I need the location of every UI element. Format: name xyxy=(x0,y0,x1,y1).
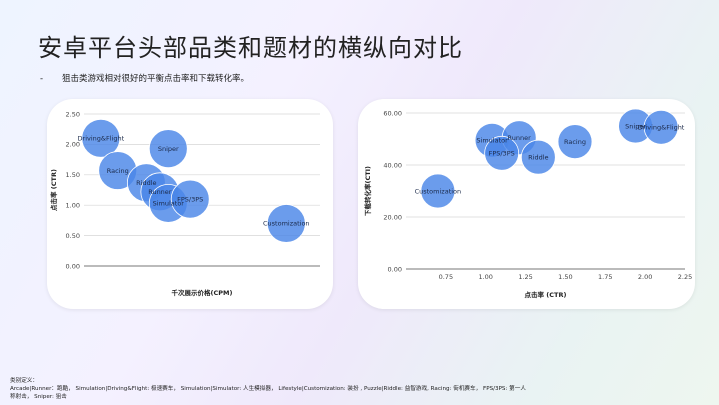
bullet-dash: - xyxy=(40,74,44,84)
y-axis-title: 点击率 (CTR) xyxy=(49,169,58,211)
chart-card-ctr-cti: 0.00 20.00 40.00 60.00 0.75 1.00 1.25 1.50 1.75 2… xyxy=(358,99,695,309)
x-axis-title: 千次展示价格(CPM) xyxy=(172,288,233,297)
bubble-label: Runner xyxy=(508,134,532,142)
y-tick-label: 1.00 xyxy=(66,202,80,210)
y-tick-label: 60.00 xyxy=(383,109,402,117)
bubble-label: Runner xyxy=(148,188,172,196)
chart-cpm-vs-ctr: 0.00 0.50 1.00 1.50 2.00 2.50 千次展示价格(CPM) 点击率 (… xyxy=(49,110,320,297)
bubble-label: Riddle xyxy=(528,154,548,162)
bubble xyxy=(81,118,121,158)
x-tick-label: 0.75 xyxy=(439,273,453,281)
bubble xyxy=(484,135,520,171)
x-tick-label: 1.00 xyxy=(478,273,492,281)
bubble-label: Racing xyxy=(107,167,129,175)
y-tick-label: 2.00 xyxy=(66,141,80,149)
x-axis-title: 点击率 (CTR) xyxy=(525,290,567,299)
y-tick-label: 2.50 xyxy=(66,110,80,118)
bubble-label: Simulator xyxy=(153,200,185,208)
bubble-label: FPS/3PS xyxy=(489,150,515,158)
bubble-label: Racing xyxy=(564,138,586,146)
x-tick-label: 2.25 xyxy=(678,273,692,281)
x-tick-label: 2.00 xyxy=(638,273,652,281)
footer-line: 称射击， Sniper: 狙击 xyxy=(10,394,67,400)
y-tick-label: 0.50 xyxy=(66,232,80,240)
bubble xyxy=(520,139,556,175)
x-tick-label: 1.75 xyxy=(598,273,612,281)
chart-ctr-vs-cti: 0.00 20.00 40.00 60.00 0.75 1.00 1.25 1.50 1.75 2… xyxy=(363,108,692,299)
y-tick-label: 1.50 xyxy=(66,171,80,179)
footer-line: 类别定义： xyxy=(10,378,38,384)
y-tick-label: 20.00 xyxy=(383,213,402,221)
footer-line: Arcade|Runner：跑酷， Simulation|Driving&Fli… xyxy=(10,386,526,392)
category-definitions: 类别定义： Arcade|Runner：跑酷， Simulation|Drivi… xyxy=(10,377,526,401)
y-tick-label: 40.00 xyxy=(383,161,402,169)
bubble-label: Driving&Flight xyxy=(78,135,125,143)
y-tick-label: 0.00 xyxy=(388,265,402,273)
bubble xyxy=(557,124,593,159)
x-tick-label: 1.25 xyxy=(518,273,532,281)
x-tick-label: 1.50 xyxy=(558,273,572,281)
bubble-label: Customization xyxy=(415,187,462,195)
page-title: 安卓平台头部品类和题材的横纵向对比 xyxy=(38,34,463,62)
subtitle: 狙击类游戏相对很好的平衡点击率和下载转化率。 xyxy=(62,74,250,84)
bubble-label: Driving&Flight xyxy=(638,124,685,132)
bubble xyxy=(170,179,210,219)
bubble-label: Riddle xyxy=(136,179,156,187)
bubble-label: Customization xyxy=(263,220,310,228)
bubble xyxy=(420,173,456,209)
y-axis-title: 下载转化率(CTI) xyxy=(363,166,372,216)
subtitle-row: - 狙击类游戏相对很好的平衡点击率和下载转化率。 xyxy=(40,72,249,84)
chart-card-cpm-ctr: 0.00 0.50 1.00 1.50 2.00 2.50 千次展示价格(CPM) 点击率 (… xyxy=(47,99,333,309)
bubble xyxy=(643,109,679,145)
bubble-label: Sniper xyxy=(158,145,179,153)
bubble-label: Simulator xyxy=(476,137,508,145)
bubble xyxy=(148,129,188,169)
bubble-label: Sniper xyxy=(625,122,646,130)
bubble-label: FPS/3PS xyxy=(177,195,203,203)
bubble xyxy=(266,204,306,243)
y-tick-label: 0.00 xyxy=(66,262,80,270)
